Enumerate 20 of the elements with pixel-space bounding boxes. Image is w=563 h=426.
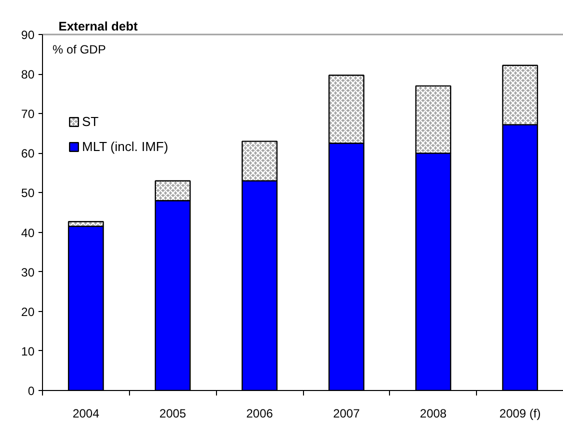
x-tick-label: 2009 (f) xyxy=(499,406,541,420)
y-tick-label: 50 xyxy=(21,186,35,200)
y-tick-label: 0 xyxy=(28,384,35,398)
y-axis-title: % of GDP xyxy=(52,42,106,56)
y-tick-label: 70 xyxy=(21,107,35,122)
legend-label: ST xyxy=(82,114,100,129)
x-tick-label: 2008 xyxy=(420,406,447,420)
y-tick-label: 80 xyxy=(21,68,35,82)
x-tick-label: 2006 xyxy=(246,406,274,420)
y-tick-label: 30 xyxy=(21,265,35,280)
y-tick-label: 60 xyxy=(21,146,35,161)
y-tick-label: 90 xyxy=(21,28,35,42)
x-tick-label: 2005 xyxy=(159,406,186,420)
y-tick-label: 10 xyxy=(21,344,35,358)
x-tick-label: 2007 xyxy=(333,406,360,420)
y-tick-label: 40 xyxy=(21,226,35,240)
y-tick-label: 20 xyxy=(21,304,35,319)
chart-title: External debt xyxy=(58,20,139,34)
x-tick-label: 2004 xyxy=(72,406,100,420)
legend-label: MLT (incl. IMF) xyxy=(82,139,168,154)
